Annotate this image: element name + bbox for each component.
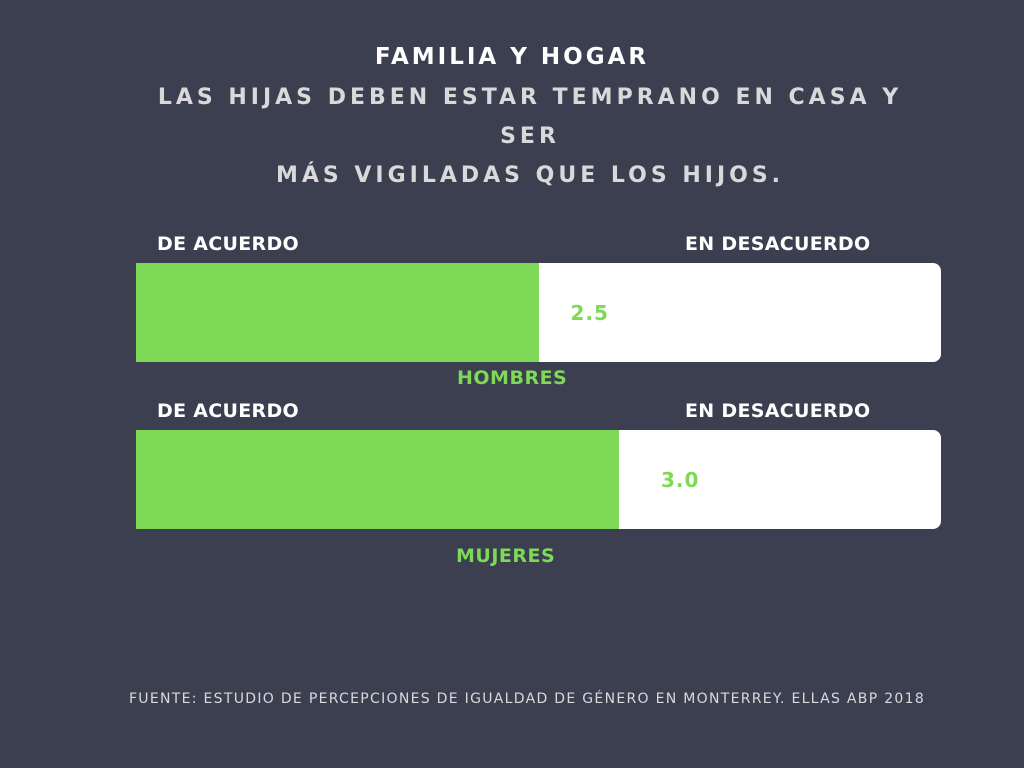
bar-value-mujeres: 3.0 <box>661 467 700 492</box>
bar-track-mujeres: 3.0 <box>136 430 941 529</box>
bar-track-hombres: 2.5 <box>136 263 941 362</box>
source-note: FUENTE: ESTUDIO DE PERCEPCIONES DE IGUAL… <box>128 691 926 707</box>
subtitle-line-1: LAS HIJAS DEBEN ESTAR TEMPRANO EN CASA Y… <box>157 85 903 149</box>
right-label-mujeres: EN DESACUERDO <box>685 400 871 422</box>
bar-value-hombres: 2.5 <box>570 300 609 325</box>
category-label-hombres: HOMBRES <box>457 367 568 389</box>
left-label-mujeres: DE ACUERDO <box>157 400 299 422</box>
chart-title: FAMILIA Y HOGAR <box>374 44 650 70</box>
category-label-mujeres: MUJERES <box>456 545 556 567</box>
right-label-hombres: EN DESACUERDO <box>685 233 871 255</box>
bar-fill-hombres <box>136 263 539 362</box>
bar-fill-mujeres <box>136 430 619 529</box>
subtitle-line-2: MÁS VIGILADAS QUE LOS HIJOS. <box>275 163 785 188</box>
left-label-hombres: DE ACUERDO <box>157 233 299 255</box>
chart-subtitle: LAS HIJAS DEBEN ESTAR TEMPRANO EN CASA Y… <box>130 78 930 195</box>
